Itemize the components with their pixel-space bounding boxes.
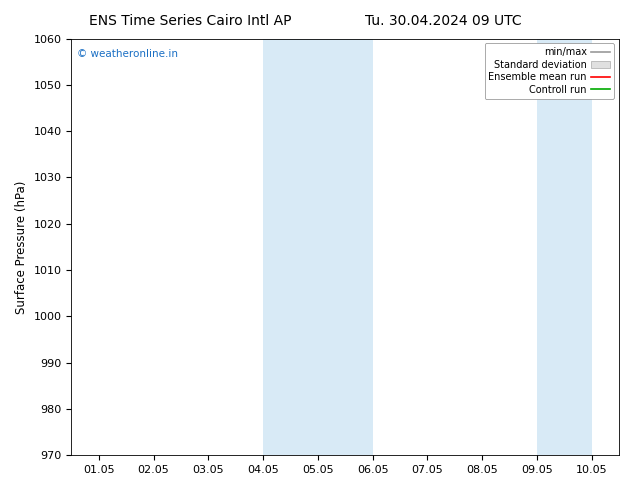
Text: Tu. 30.04.2024 09 UTC: Tu. 30.04.2024 09 UTC [365, 14, 522, 28]
Bar [318, 39, 373, 455]
Y-axis label: Surface Pressure (hPa): Surface Pressure (hPa) [15, 180, 28, 314]
Bar [263, 39, 318, 455]
Legend: min/max, Standard deviation, Ensemble mean run, Controll run: min/max, Standard deviation, Ensemble me… [484, 44, 614, 98]
Bar [537, 39, 592, 455]
Text: © weatheronline.in: © weatheronline.in [77, 49, 178, 59]
Text: ENS Time Series Cairo Intl AP: ENS Time Series Cairo Intl AP [89, 14, 292, 28]
